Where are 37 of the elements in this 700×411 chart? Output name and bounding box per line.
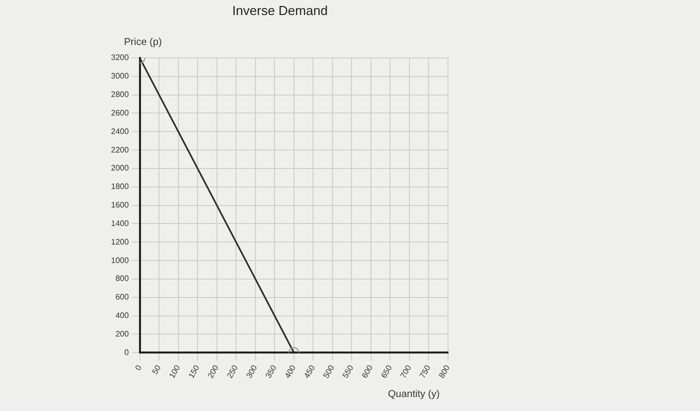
x-tick-label: 150 [186,363,202,380]
x-tick-label: 400 [283,363,298,380]
x-tick-label: 600 [360,363,375,380]
x-tick-label: 250 [225,363,240,380]
y-tick-label: 800 [115,274,130,284]
x-tick-label: 500 [322,363,336,380]
x-tick-label: 800 [437,363,452,380]
y-tick-label: 1000 [111,256,130,265]
y-tick-label: 2800 [111,90,130,100]
x-tick-label: 750 [418,363,433,380]
y-tick-label: 2000 [111,164,130,173]
x-tick-label: 450 [302,363,318,380]
x-tick-label: 550 [340,363,356,380]
y-tick-label: 1600 [111,200,130,210]
x-tick-label: 650 [379,363,394,380]
y-tick-label: 3200 [111,53,130,62]
x-tick-label: 0 [133,363,144,372]
y-tick-label: 2400 [111,126,130,136]
x-axis-title: Quantity (y) [388,389,440,400]
x-tick-label: 200 [206,363,221,380]
y-tick-label: 3000 [111,72,130,81]
y-tick-label: 400 [115,311,130,320]
y-axis-title: Price (p) [124,37,162,48]
y-tick-label: 1200 [111,237,130,246]
y-tick-label: 2600 [111,108,130,118]
y-tick-label: 0 [124,348,130,357]
y-tick-label: 600 [115,292,130,302]
chart-title: Inverse Demand [231,3,329,18]
x-tick-label: 700 [398,363,414,380]
x-tick-label: 350 [264,363,279,380]
x-tick-label: 100 [167,363,182,380]
y-tick-label: 1800 [111,182,130,192]
y-tick-label: 2200 [111,145,130,154]
x-tick-label: 300 [244,363,260,380]
y-tick-label: 1400 [111,218,130,228]
y-tick-label: 200 [115,329,130,338]
x-tick-label: 50 [150,363,163,376]
